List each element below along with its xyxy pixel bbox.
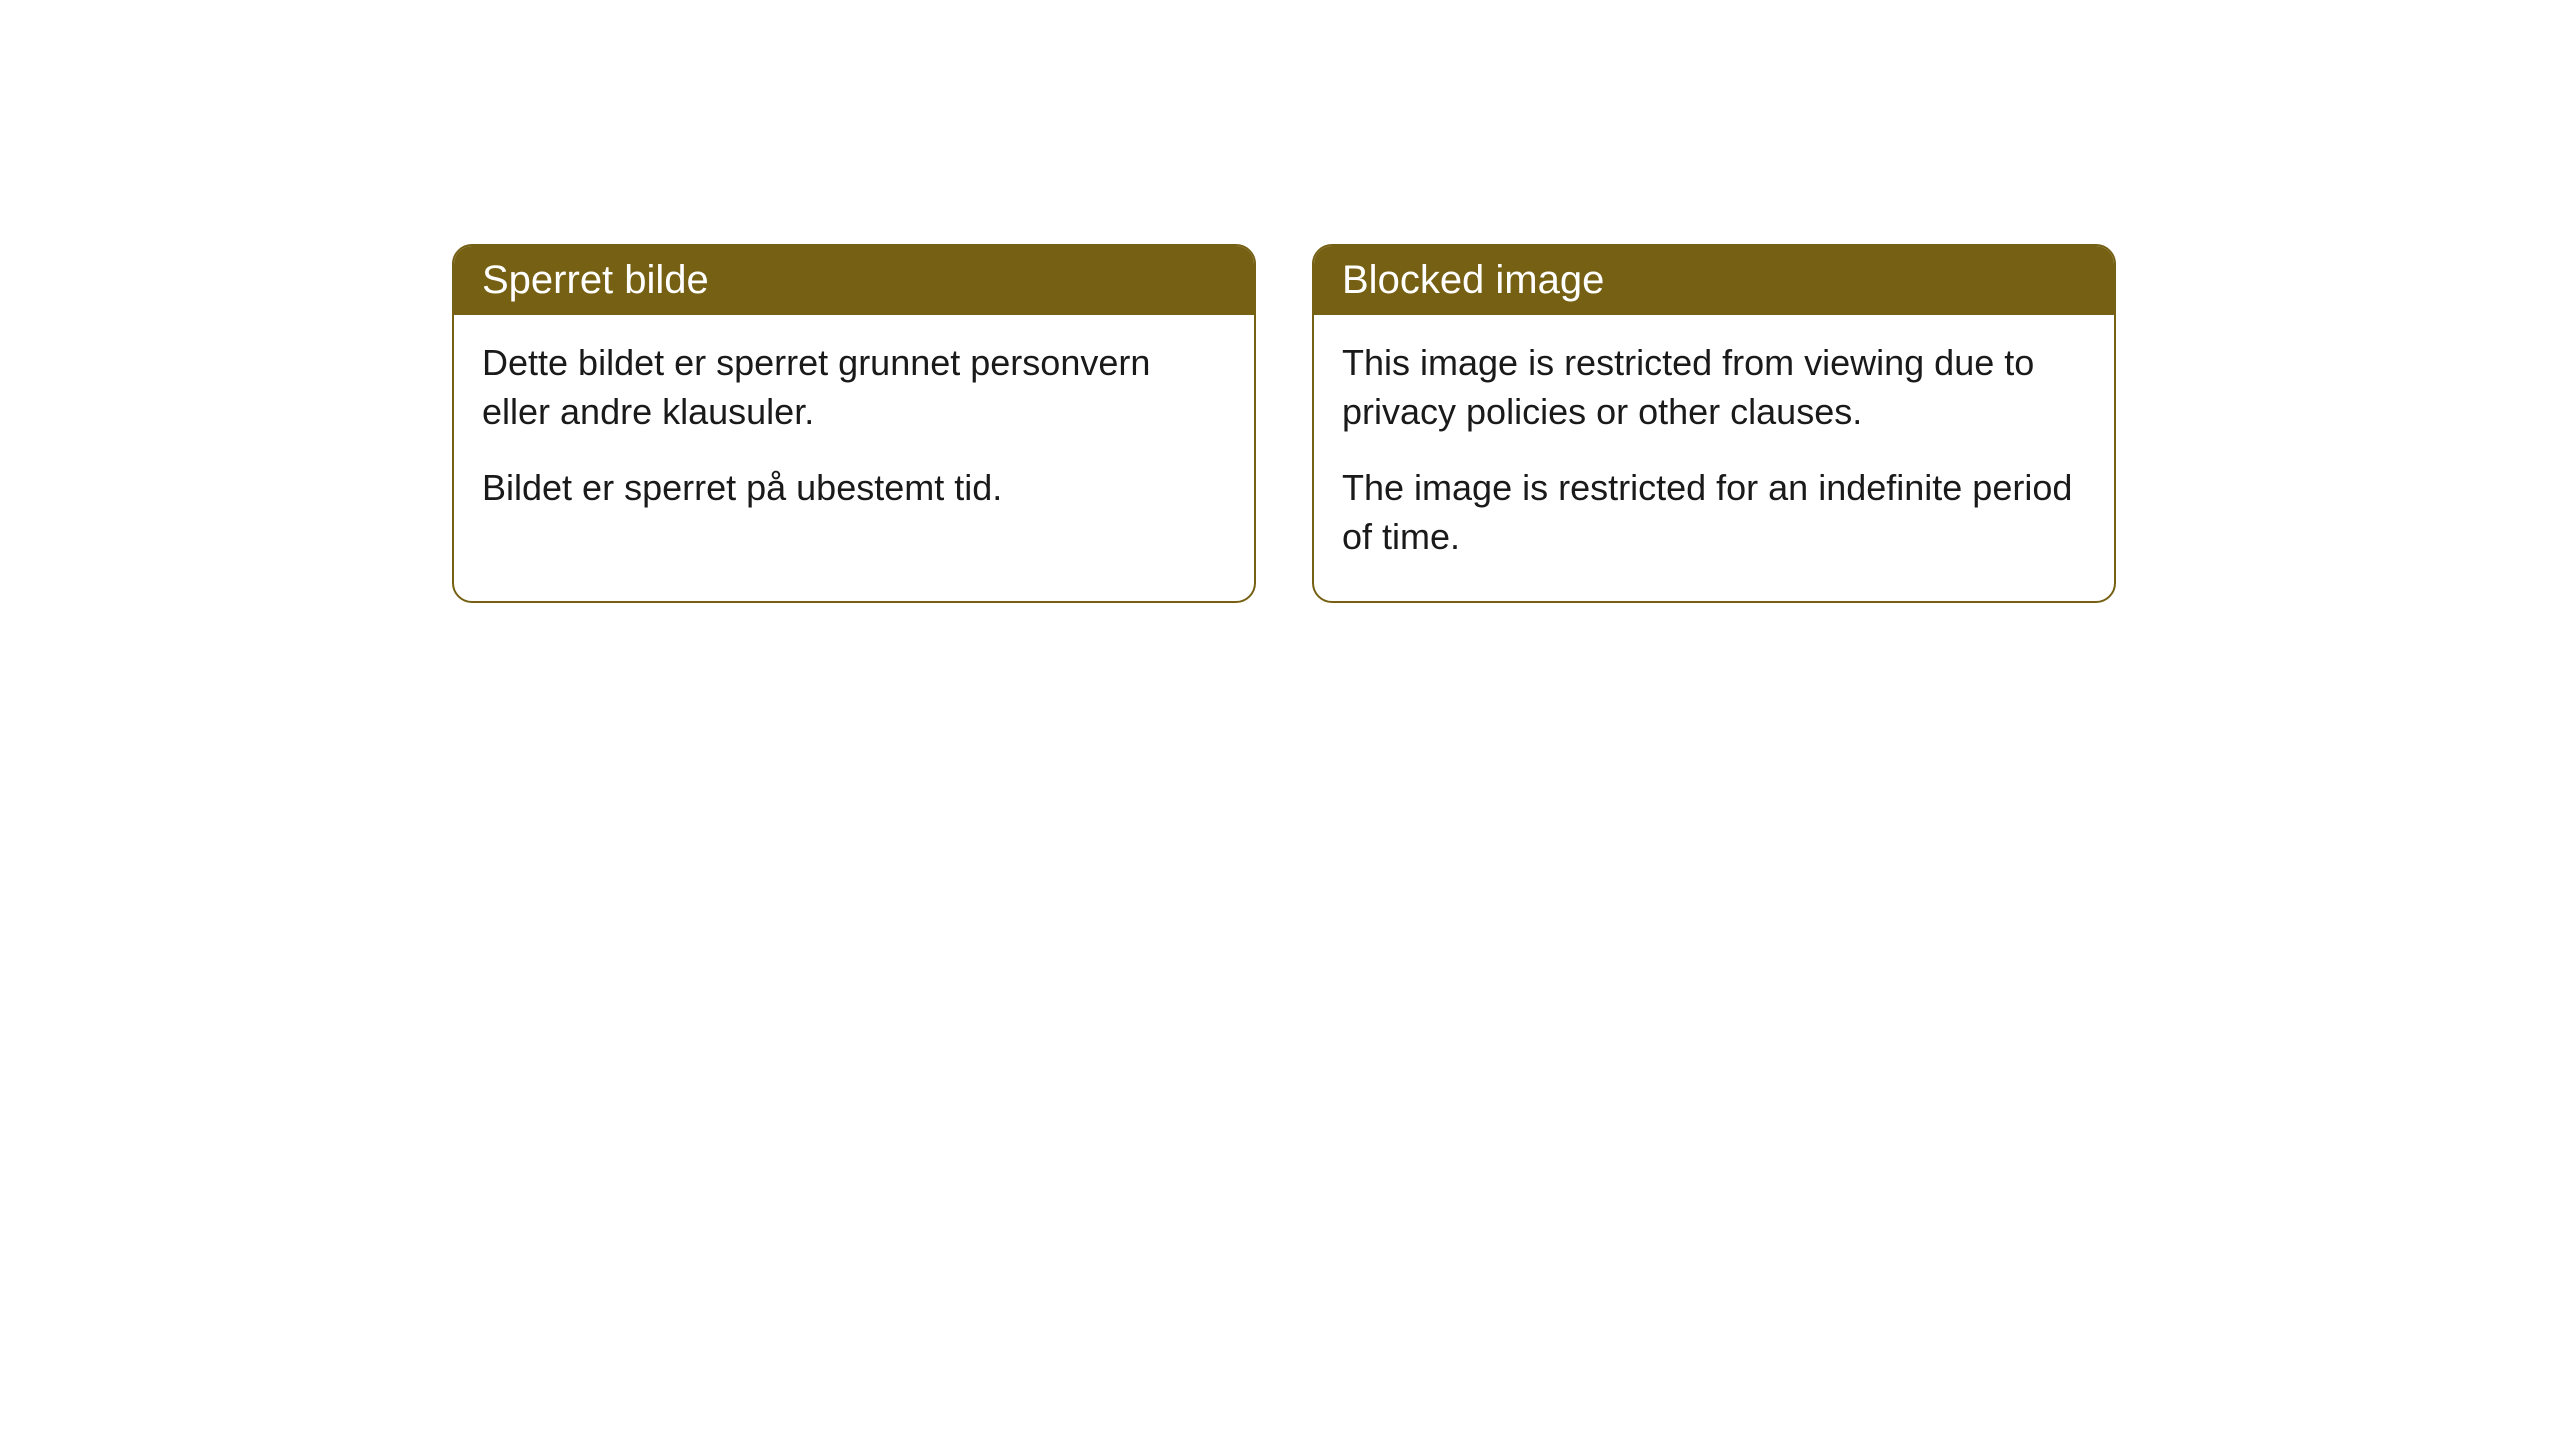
card-text-en-1: This image is restricted from viewing du… [1342, 339, 2086, 436]
card-text-no-2: Bildet er sperret på ubestemt tid. [482, 464, 1226, 513]
card-body-no: Dette bildet er sperret grunnet personve… [454, 315, 1254, 553]
card-title-no: Sperret bilde [482, 258, 709, 302]
card-title-en: Blocked image [1342, 258, 1604, 302]
cards-container: Sperret bilde Dette bildet er sperret gr… [0, 0, 2560, 603]
card-header-no: Sperret bilde [454, 246, 1254, 315]
blocked-image-card-no: Sperret bilde Dette bildet er sperret gr… [452, 244, 1256, 603]
blocked-image-card-en: Blocked image This image is restricted f… [1312, 244, 2116, 603]
card-body-en: This image is restricted from viewing du… [1314, 315, 2114, 601]
card-header-en: Blocked image [1314, 246, 2114, 315]
card-text-en-2: The image is restricted for an indefinit… [1342, 464, 2086, 561]
card-text-no-1: Dette bildet er sperret grunnet personve… [482, 339, 1226, 436]
